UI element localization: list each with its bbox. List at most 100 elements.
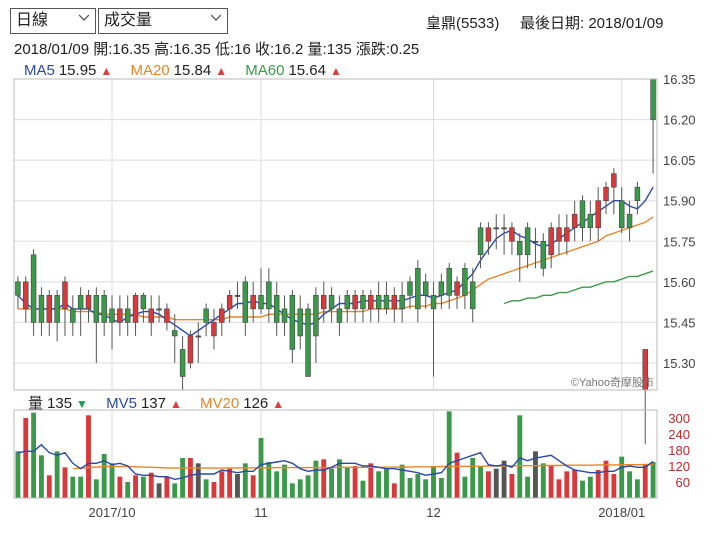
- chevron-down-icon: [79, 14, 89, 21]
- down-arrow-icon: ▼: [76, 397, 88, 411]
- volume-bar: [133, 475, 138, 498]
- candle-body: [532, 240, 539, 243]
- volume-bar: [470, 458, 476, 498]
- volume-bar: [62, 467, 68, 498]
- candle-body: [571, 213, 578, 229]
- up-arrow-icon: ▲: [329, 64, 342, 78]
- candle-body: [336, 308, 343, 323]
- chevron-down-icon: [211, 14, 221, 21]
- candle-body: [85, 295, 92, 310]
- candle-body: [328, 295, 335, 310]
- volume-bar: [611, 474, 617, 498]
- candle-body: [391, 295, 398, 310]
- ma5-line: [17, 186, 654, 337]
- candle-body: [509, 227, 515, 242]
- price-tick-label: 16.35: [663, 72, 696, 87]
- volume-bar: [101, 454, 107, 498]
- indicator-value: 成交量: [104, 12, 153, 29]
- volume-bar: [172, 483, 178, 498]
- volume-bar: [282, 464, 287, 498]
- volume-bar: [462, 476, 468, 498]
- volume-bar: [446, 411, 452, 498]
- volume-bar: [627, 471, 632, 498]
- stock-name: 皇鼎(5533): [426, 15, 500, 32]
- volume-panel-border: [13, 409, 658, 499]
- candle-body: [15, 281, 21, 296]
- volume-bar: [642, 464, 648, 498]
- candle-body: [148, 308, 154, 323]
- candle-body: [462, 268, 468, 296]
- volume-bar: [572, 470, 578, 498]
- candle-body: [548, 227, 554, 256]
- volume-bar: [548, 466, 554, 498]
- x-tick-label: 12: [426, 505, 440, 520]
- candle-body: [250, 295, 256, 310]
- volume-bar: [376, 471, 382, 498]
- volume-bar: [634, 479, 640, 498]
- volume-bar: [329, 468, 335, 498]
- volume-bar: [650, 462, 656, 498]
- candle-body: [360, 295, 366, 310]
- volume-bar: [344, 467, 350, 498]
- x-tick-label: 2018/01: [598, 505, 645, 520]
- candle-body: [140, 295, 147, 310]
- candle-body: [266, 281, 272, 310]
- volume-bar: [580, 480, 585, 498]
- mv20-label: MV20: [200, 395, 240, 412]
- candle-body: [132, 295, 139, 323]
- candle-body: [415, 268, 421, 310]
- candle-body: [211, 322, 217, 337]
- volume-bar: [619, 456, 625, 498]
- candle-body: [305, 308, 311, 377]
- volume-bar: [509, 474, 515, 498]
- volume-bar: [493, 468, 499, 498]
- candle-body: [234, 295, 241, 297]
- volume-bar: [93, 479, 99, 498]
- up-arrow-icon: ▲: [100, 64, 113, 78]
- candle-body: [626, 213, 633, 229]
- mv5-line: [17, 443, 654, 481]
- volume-tick-label: 120: [668, 459, 690, 474]
- candle-body: [313, 295, 319, 337]
- volume-bar: [289, 483, 295, 498]
- price-tick-label: 16.05: [663, 153, 696, 168]
- volume-bar: [46, 475, 52, 498]
- volume-bar: [517, 415, 523, 498]
- volume-bar: [384, 468, 389, 498]
- ma60-line: [503, 270, 654, 305]
- volume-bar: [250, 475, 256, 498]
- ma20-label: MA20: [130, 62, 170, 79]
- candle-body: [219, 308, 225, 323]
- candle-body: [603, 186, 609, 201]
- candle-body: [30, 254, 37, 323]
- period-select[interactable]: 日線: [10, 8, 96, 34]
- volume-bar: [415, 474, 421, 498]
- candle-body: [258, 295, 264, 310]
- mv5-value: 137: [140, 395, 166, 412]
- candle-body: [430, 295, 437, 310]
- candle-body: [352, 295, 358, 310]
- volume-bar: [203, 479, 209, 498]
- candle-body: [556, 227, 562, 242]
- candle-body: [611, 173, 617, 188]
- volume-bar: [39, 455, 44, 498]
- candle-body: [172, 330, 178, 337]
- volume-tick-label: 300: [668, 411, 690, 426]
- volume-bar: [313, 460, 319, 498]
- volume-bar: [15, 451, 21, 498]
- up-arrow-icon: ▲: [169, 397, 182, 411]
- volume-bar: [595, 470, 601, 498]
- indicator-select[interactable]: 成交量: [98, 8, 228, 34]
- volume-bar: [23, 418, 29, 498]
- price-tick-label: 15.30: [663, 356, 696, 371]
- candle-body: [321, 295, 327, 310]
- volume-bar: [266, 462, 272, 498]
- candle-body: [70, 308, 76, 323]
- volume-bar: [501, 460, 507, 498]
- candle-body: [109, 308, 115, 323]
- volume-bar: [423, 479, 429, 498]
- volume-bar: [485, 471, 491, 498]
- candle-body: [156, 308, 162, 311]
- volume-bar: [556, 479, 562, 498]
